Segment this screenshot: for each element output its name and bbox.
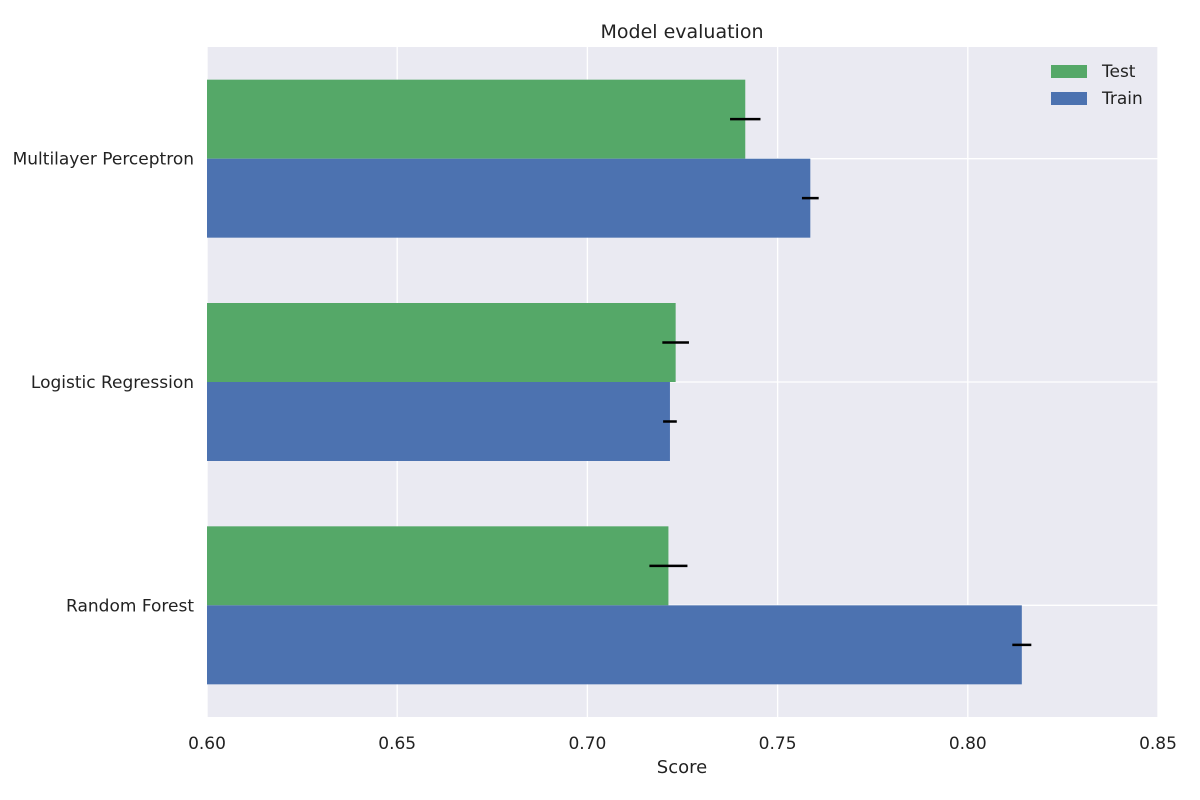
y-category-label: Multilayer Perceptron xyxy=(13,150,194,170)
bar-test xyxy=(207,79,746,159)
chart-title: Model evaluation xyxy=(600,21,763,43)
legend-swatch-test xyxy=(1051,65,1087,78)
legend: Test Train xyxy=(1051,62,1143,109)
legend-label-train: Train xyxy=(1101,89,1143,109)
bar-test xyxy=(207,303,676,382)
x-tick-label: 0.80 xyxy=(949,734,987,754)
bars xyxy=(207,79,1022,685)
bar-test xyxy=(207,526,669,606)
x-tick-label: 0.85 xyxy=(1139,734,1177,754)
x-tick-labels: 0.60 0.65 0.70 0.75 0.80 0.85 xyxy=(188,734,1177,754)
bar-train xyxy=(207,382,670,461)
bar-train xyxy=(207,158,811,238)
x-tick-label: 0.70 xyxy=(568,734,606,754)
legend-swatch-train xyxy=(1051,92,1087,105)
bar-train xyxy=(207,605,1022,685)
x-tick-label: 0.65 xyxy=(378,734,416,754)
y-category-label: Logistic Regression xyxy=(31,373,194,393)
error-bars xyxy=(649,117,1032,647)
x-tick-label: 0.75 xyxy=(759,734,797,754)
legend-label-test: Test xyxy=(1101,62,1136,82)
x-axis-label: Score xyxy=(657,757,707,778)
y-category-labels: Multilayer Perceptron Logistic Regression… xyxy=(13,150,195,617)
y-category-label: Random Forest xyxy=(66,596,194,616)
x-tick-label: 0.60 xyxy=(188,734,226,754)
